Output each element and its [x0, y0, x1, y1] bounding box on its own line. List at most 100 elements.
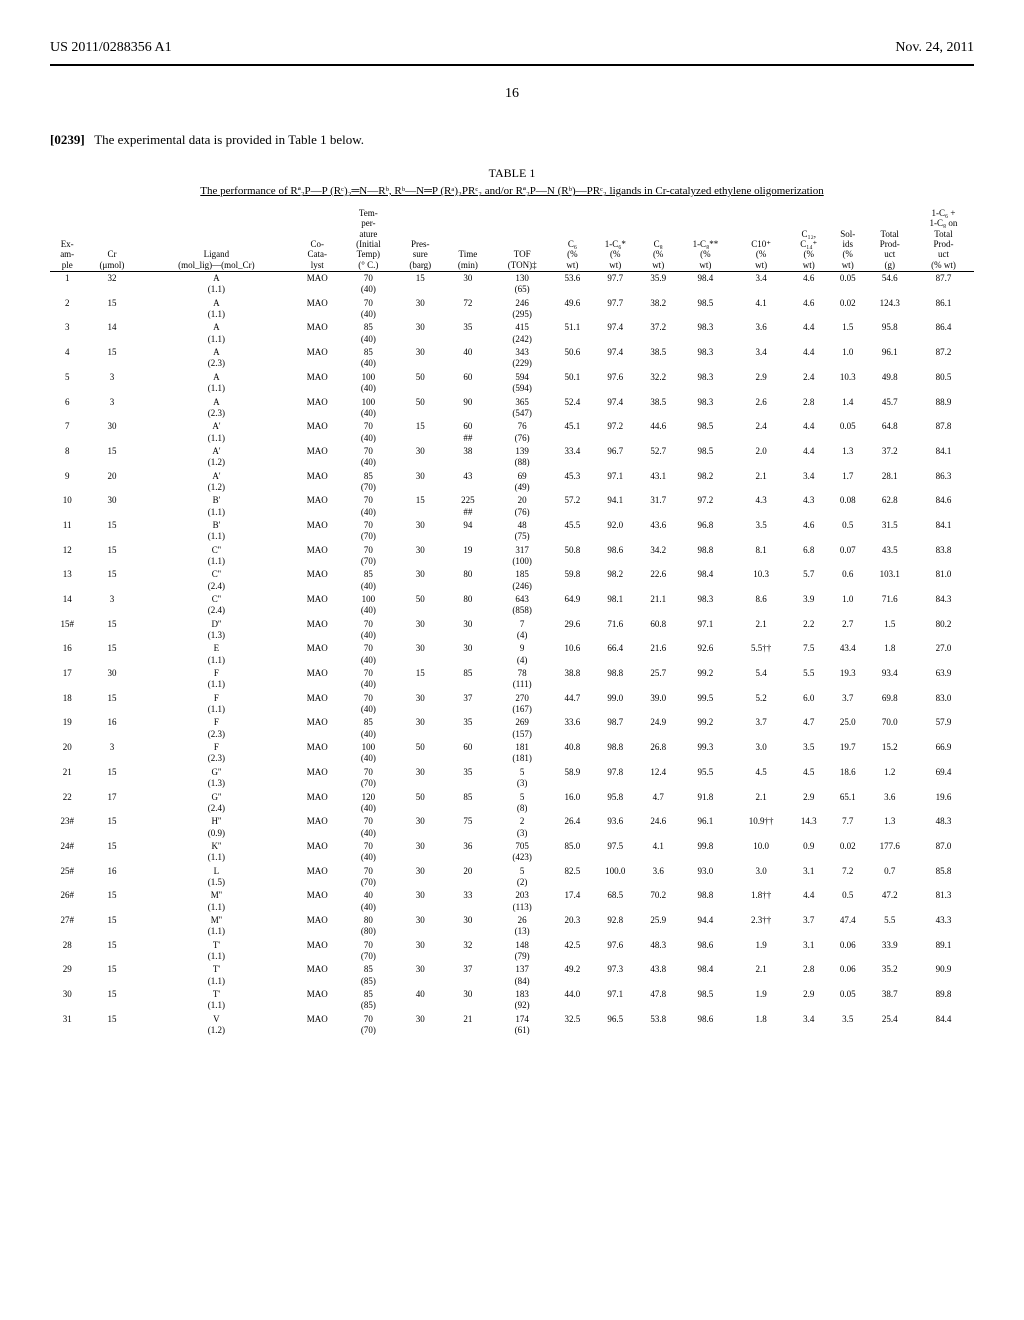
- table-sub-cell: (40): [341, 284, 395, 296]
- table-cell: MAO: [293, 741, 341, 753]
- table-sub-cell: [913, 704, 974, 716]
- table-cell: 60: [445, 371, 491, 383]
- table-row: 203FMAO100506018140.898.826.899.33.03.51…: [50, 741, 974, 753]
- table-cell: 3.5: [734, 519, 789, 531]
- table-cell: 38: [445, 445, 491, 457]
- table-sub-cell: [677, 358, 734, 370]
- table-sub-cell: [867, 630, 913, 642]
- table-sub-cell: [789, 309, 829, 321]
- table-sub-cell: (2.3): [139, 753, 293, 765]
- table-sub-cell: [867, 926, 913, 938]
- table-sub-cell: [829, 655, 867, 667]
- table-sub-cell: [734, 729, 789, 741]
- table-cell: 100: [341, 741, 395, 753]
- table-sub-cell: [84, 803, 139, 815]
- table-sub-cell: [554, 1025, 592, 1037]
- table-sub-cell: (1.1): [139, 284, 293, 296]
- table-cell: 2: [491, 815, 554, 827]
- table-sub-cell: [50, 828, 84, 840]
- table-sub-cell: [396, 655, 445, 667]
- table-sub-cell: [554, 556, 592, 568]
- table-sub-cell: [639, 408, 677, 420]
- table-cell: 97.1: [591, 470, 639, 482]
- table-sub-cell: [677, 581, 734, 593]
- table-sub-cell: [789, 581, 829, 593]
- table-cell: 97.2: [677, 494, 734, 506]
- table-cell: 643: [491, 593, 554, 605]
- table-cell: 43.6: [639, 519, 677, 531]
- table-cell: 5: [50, 371, 84, 383]
- table-cell: 26.8: [639, 741, 677, 753]
- table-cell: 30: [396, 889, 445, 901]
- table-cell: 64.9: [554, 593, 592, 605]
- table-cell: 0.6: [829, 568, 867, 580]
- table-sub-cell: [554, 803, 592, 815]
- table-cell: 36: [445, 840, 491, 852]
- table-cell: 25.4: [867, 1013, 913, 1025]
- table-row: 26#15M''MAO40303320317.468.570.298.81.8†…: [50, 889, 974, 901]
- table-sub-cell: [639, 679, 677, 691]
- table-sub-cell: [829, 828, 867, 840]
- paragraph-number: [0239]: [50, 132, 85, 147]
- table-cell: 97.1: [591, 988, 639, 1000]
- table-sub-cell: [734, 334, 789, 346]
- table-sub-cell: [829, 556, 867, 568]
- table-sub-cell: [677, 803, 734, 815]
- table-cell: 30: [396, 568, 445, 580]
- table-cell: 225: [445, 494, 491, 506]
- table-sub-cell: [84, 309, 139, 321]
- table-cell: 84.3: [913, 593, 974, 605]
- table-cell: MAO: [293, 494, 341, 506]
- table-cell: F: [139, 741, 293, 753]
- table-cell: 71.6: [591, 618, 639, 630]
- table-sub-cell: [445, 778, 491, 790]
- table-cell: 2.1: [734, 963, 789, 975]
- table-sub-cell: [867, 556, 913, 568]
- table-sub-cell: (70): [341, 531, 395, 543]
- table-cell: 83.8: [913, 544, 974, 556]
- table-cell: 4.4: [789, 445, 829, 457]
- table-cell: 3.6: [867, 791, 913, 803]
- table-sub-cell: [677, 605, 734, 617]
- table-cell: 5.5††: [734, 642, 789, 654]
- table-sub-cell: [677, 852, 734, 864]
- table-sub-cell: (423): [491, 852, 554, 864]
- table-sub-cell: [913, 309, 974, 321]
- table-sub-cell: [677, 778, 734, 790]
- table-sub-cell: [396, 284, 445, 296]
- table-sub-cell: [591, 408, 639, 420]
- table-sub-cell: [677, 1025, 734, 1037]
- table-cell: 15: [84, 815, 139, 827]
- table-cell: 139: [491, 445, 554, 457]
- table-cell: 66.4: [591, 642, 639, 654]
- table-sub-cell: [867, 679, 913, 691]
- table-sub-cell: [591, 902, 639, 914]
- table-sub-cell: [734, 408, 789, 420]
- table-cell: MAO: [293, 396, 341, 408]
- table-cell: 4.4: [789, 321, 829, 333]
- table-cell: 3: [50, 321, 84, 333]
- table-sub-cell: [913, 951, 974, 963]
- table-sub-cell: [396, 852, 445, 864]
- table-sub-cell: [50, 852, 84, 864]
- table-sub-cell: (40): [341, 457, 395, 469]
- table-sub-cell: [396, 729, 445, 741]
- table-cell: 4.4: [789, 346, 829, 358]
- table-cell: L: [139, 865, 293, 877]
- table-sub-cell: (295): [491, 309, 554, 321]
- table-cell: MAO: [293, 371, 341, 383]
- table-sub-cell: [445, 753, 491, 765]
- table-cell: 97.6: [591, 371, 639, 383]
- table-sub-cell: [734, 556, 789, 568]
- table-row: 2815T'MAO70303214842.597.648.398.61.93.1…: [50, 939, 974, 951]
- table-cell: 80: [445, 568, 491, 580]
- table-sub-cell: [84, 926, 139, 938]
- table-sub-cell: [293, 408, 341, 420]
- table-cell: 103.1: [867, 568, 913, 580]
- table-cell: 80.5: [913, 371, 974, 383]
- table-row: 314AMAO85303541551.197.437.298.33.64.41.…: [50, 321, 974, 333]
- table-cell: 2.6: [734, 396, 789, 408]
- table-cell: 35: [445, 321, 491, 333]
- table-cell: 3.1: [789, 939, 829, 951]
- table-body: 132AMAO70153013053.697.735.998.43.44.60.…: [50, 272, 974, 1038]
